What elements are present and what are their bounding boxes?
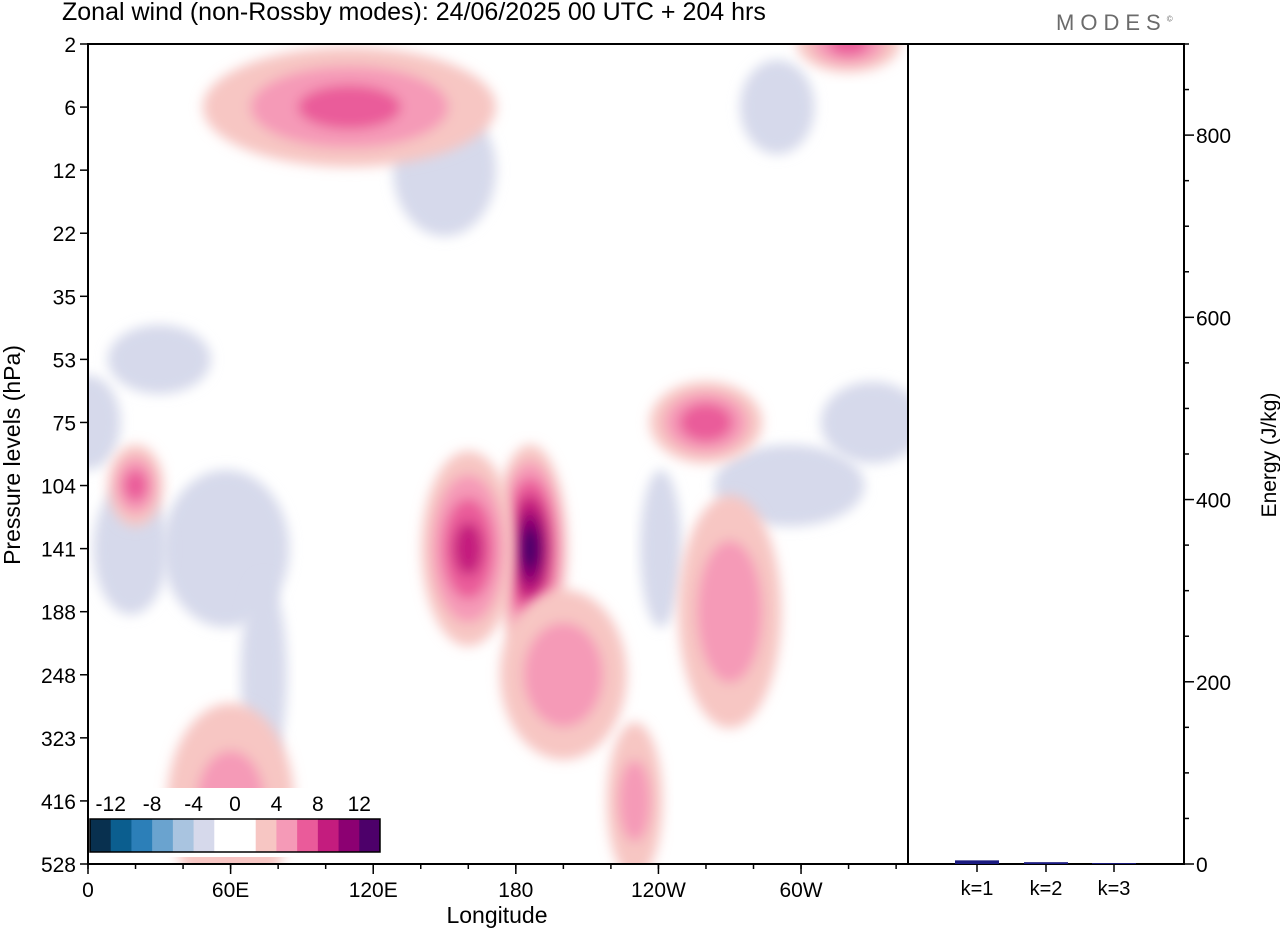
- energy-bar-k=3: [1092, 863, 1136, 864]
- contour-fill: [828, 44, 869, 56]
- y-tick-label: 22: [53, 223, 76, 246]
- colorbar-label: -12: [96, 793, 126, 816]
- y-axis-label: Pressure levels (hPa): [0, 345, 25, 565]
- x-tick-label: 120W: [631, 879, 686, 902]
- energy-category-label: k=1: [961, 878, 994, 900]
- wind-anomaly-positive-12: [499, 589, 627, 760]
- contour-fill: [640, 469, 682, 628]
- colorbar-swatch: [110, 819, 132, 852]
- colorbar-swatch: [214, 819, 236, 852]
- colorbar-swatch: [255, 819, 277, 852]
- energy-bar-k=1: [955, 860, 999, 864]
- y-tick-label: 323: [41, 728, 76, 751]
- wind-anomaly-negative-9: [640, 469, 682, 628]
- energy-bar-k=2: [1024, 862, 1068, 864]
- x-tick-label: 60W: [779, 879, 822, 902]
- colorbar-swatch: [172, 819, 195, 852]
- y-tick-label: 6: [64, 97, 76, 120]
- wind-anomaly-negative-6: [820, 381, 908, 464]
- y-tick-label: 35: [53, 286, 76, 309]
- colorbar-swatch: [297, 819, 319, 852]
- wind-anomaly-negative-4: [107, 324, 211, 394]
- y-tick-label: 416: [41, 791, 76, 814]
- wind-anomaly-positive-11: [421, 450, 516, 647]
- energy-axes: 0 200 400 600 800: [1184, 43, 1231, 877]
- wind-anomaly-positive-15: [606, 722, 663, 864]
- wind-anomaly-positive-13: [649, 381, 763, 464]
- colorbar-swatch: [317, 819, 340, 852]
- energy-bars: k=1 k=2 k=3: [955, 860, 1136, 900]
- colorbar-swatch: [235, 819, 257, 852]
- wind-anomaly-positive-17: [107, 444, 164, 527]
- colorbar-swatch: [193, 819, 215, 852]
- y-tick-label: 528: [41, 854, 76, 877]
- wind-anomaly-negative-3: [88, 375, 121, 470]
- x-axis-label: Longitude: [446, 902, 547, 928]
- brand-text: MODES: [1056, 10, 1167, 35]
- energy-tick-label: 600: [1196, 307, 1231, 330]
- energy-category-label: k=3: [1098, 878, 1131, 900]
- contour-fill: [679, 403, 733, 442]
- colorbar-label: 4: [271, 793, 283, 816]
- colorbar-label: 8: [312, 793, 324, 816]
- colorbar-swatch: [359, 819, 381, 852]
- wind-anomaly-negative-0: [162, 469, 290, 628]
- wind-anomaly-positive-16: [202, 47, 497, 167]
- wind-anomaly-positive-19: [797, 44, 901, 73]
- contour-fill: [820, 381, 908, 464]
- energy-tick-label: 200: [1196, 672, 1231, 695]
- contour-fill: [107, 324, 211, 394]
- chart-title: Zonal wind (non-Rossby modes): 24/06/202…: [62, 0, 766, 26]
- wind-anomaly-positive-14: [678, 495, 782, 729]
- y-tick-label: 141: [41, 539, 76, 562]
- modes-logo: MODES©: [1056, 10, 1173, 36]
- colorbar-frame: [89, 818, 381, 853]
- wind-anomaly-negative-5: [713, 444, 865, 527]
- y-tick-label: 12: [53, 160, 76, 183]
- y-tick-label: 2: [64, 34, 76, 57]
- contour-fill: [618, 760, 651, 842]
- colorbar-label: 0: [229, 793, 241, 816]
- y-tick-label: 75: [53, 412, 76, 435]
- contour-fill: [520, 527, 541, 570]
- energy-panel-frame: [907, 43, 1185, 865]
- contour-fill: [697, 540, 763, 683]
- contour-fill: [123, 469, 148, 502]
- energy-tick-label: 0: [1196, 854, 1208, 877]
- contour-fill: [88, 375, 121, 470]
- colorbar-label: -8: [143, 793, 162, 816]
- colorbar-label: 12: [348, 793, 371, 816]
- y-tick-label: 248: [41, 665, 76, 688]
- colorbar-swatch: [152, 819, 174, 852]
- y-tick-label: 104: [41, 476, 76, 499]
- energy-axis-label: Energy (J/kg): [1258, 393, 1280, 518]
- colorbar-swatch: [276, 819, 298, 852]
- y-tick-label: 53: [53, 349, 76, 372]
- colorbar-swatch: [90, 819, 112, 852]
- x-tick-label: 120E: [349, 879, 398, 902]
- x-tick-label: 60E: [212, 879, 249, 902]
- y-tick-label: 188: [41, 602, 76, 625]
- brand-mark: ©: [1166, 14, 1173, 24]
- colorbar-label: -4: [184, 793, 203, 816]
- x-tick-label: 0: [82, 879, 94, 902]
- colorbar: -12 -8 -4 0 4 8 12: [86, 788, 384, 857]
- contour-fill: [297, 85, 401, 129]
- colorbar-swatch: [338, 819, 360, 852]
- energy-tick-label: 400: [1196, 490, 1231, 513]
- x-tick-label: 180: [498, 879, 533, 902]
- contour-fill: [453, 521, 483, 576]
- energy-tick-label: 800: [1196, 125, 1231, 148]
- contour-fill: [523, 622, 604, 727]
- contour-fill: [740, 59, 815, 155]
- contour-fill: [713, 444, 865, 527]
- energy-category-label: k=2: [1030, 878, 1063, 900]
- zonal-wind-field: [88, 44, 908, 864]
- colorbar-swatch: [131, 819, 153, 852]
- wind-anomaly-negative-7: [740, 59, 815, 155]
